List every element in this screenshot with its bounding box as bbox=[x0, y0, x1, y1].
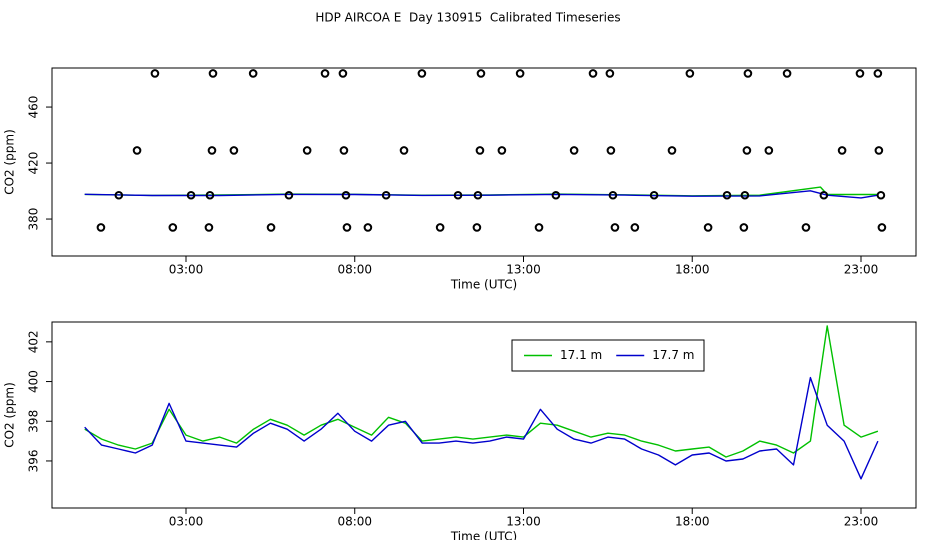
point bbox=[534, 223, 544, 232]
legend-box bbox=[511, 339, 705, 372]
y-tick-label: 420 bbox=[27, 152, 41, 175]
point bbox=[877, 223, 887, 232]
x-tick-label: 13:00 bbox=[506, 263, 541, 277]
point bbox=[764, 146, 774, 155]
point bbox=[739, 223, 749, 232]
point bbox=[873, 69, 883, 78]
y-axis-label: CO2 (ppm) bbox=[3, 129, 17, 195]
point bbox=[837, 146, 847, 155]
point bbox=[476, 69, 486, 78]
legend-label: 17.7 m bbox=[652, 348, 694, 362]
point bbox=[588, 69, 598, 78]
point bbox=[630, 223, 640, 232]
point bbox=[874, 146, 884, 155]
x-tick-label: 08:00 bbox=[337, 263, 372, 277]
series-line bbox=[84, 376, 879, 480]
point bbox=[132, 146, 142, 155]
x-tick-label: 03:00 bbox=[169, 515, 204, 529]
point bbox=[473, 190, 483, 200]
x-tick-label: 18:00 bbox=[675, 263, 710, 277]
point bbox=[722, 190, 732, 200]
point bbox=[569, 146, 579, 155]
point bbox=[819, 190, 829, 200]
plot-frame bbox=[51, 67, 917, 257]
point bbox=[339, 146, 349, 155]
point bbox=[417, 69, 427, 78]
y-tick-label: 398 bbox=[27, 410, 41, 433]
y-tick-label: 400 bbox=[27, 370, 41, 393]
y-tick-label: 380 bbox=[27, 208, 41, 231]
point bbox=[855, 69, 865, 78]
point bbox=[876, 190, 886, 200]
point bbox=[801, 223, 811, 232]
point bbox=[649, 190, 659, 200]
point bbox=[341, 190, 351, 200]
x-tick-label: 03:00 bbox=[169, 263, 204, 277]
point bbox=[114, 190, 124, 200]
x-tick-label: 13:00 bbox=[506, 515, 541, 529]
x-tick-label: 18:00 bbox=[675, 515, 710, 529]
point bbox=[96, 223, 106, 232]
y-tick-label: 402 bbox=[27, 330, 41, 353]
x-axis-label: Time (UTC) bbox=[450, 278, 517, 292]
point bbox=[740, 190, 750, 200]
point bbox=[205, 190, 215, 200]
plot-frame bbox=[51, 321, 917, 509]
point bbox=[207, 146, 217, 155]
point bbox=[667, 146, 677, 155]
point bbox=[266, 223, 276, 232]
point bbox=[248, 69, 258, 78]
series-line bbox=[84, 325, 879, 458]
point bbox=[685, 69, 695, 78]
point bbox=[435, 223, 445, 232]
point bbox=[551, 190, 561, 200]
point bbox=[381, 190, 391, 200]
x-tick-label: 23:00 bbox=[844, 263, 879, 277]
point bbox=[363, 223, 373, 232]
point bbox=[605, 69, 615, 78]
point bbox=[168, 223, 178, 232]
x-tick-label: 08:00 bbox=[337, 515, 372, 529]
chart-title: HDP AIRCOA E Day 130915 Calibrated Times… bbox=[315, 11, 620, 25]
point bbox=[782, 69, 792, 78]
point bbox=[606, 146, 616, 155]
point bbox=[453, 190, 463, 200]
y-tick-label: 460 bbox=[27, 96, 41, 119]
point bbox=[608, 190, 618, 200]
point bbox=[229, 146, 239, 155]
point bbox=[703, 223, 713, 232]
point bbox=[186, 190, 196, 200]
point bbox=[342, 223, 352, 232]
point bbox=[742, 146, 752, 155]
point bbox=[150, 69, 160, 78]
point bbox=[399, 146, 409, 155]
point bbox=[610, 223, 620, 232]
legend-label: 17.1 m bbox=[560, 348, 602, 362]
point bbox=[338, 69, 348, 78]
y-tick-label: 396 bbox=[27, 450, 41, 473]
point bbox=[320, 69, 330, 78]
point bbox=[204, 223, 214, 232]
point bbox=[284, 190, 294, 200]
point bbox=[497, 146, 507, 155]
point bbox=[208, 69, 218, 78]
y-axis-label: CO2 (ppm) bbox=[3, 382, 17, 448]
point bbox=[302, 146, 312, 155]
point bbox=[472, 223, 482, 232]
x-axis-label: Time (UTC) bbox=[450, 530, 517, 540]
point bbox=[743, 69, 753, 78]
x-tick-label: 23:00 bbox=[844, 515, 879, 529]
point bbox=[515, 69, 525, 78]
point bbox=[475, 146, 485, 155]
